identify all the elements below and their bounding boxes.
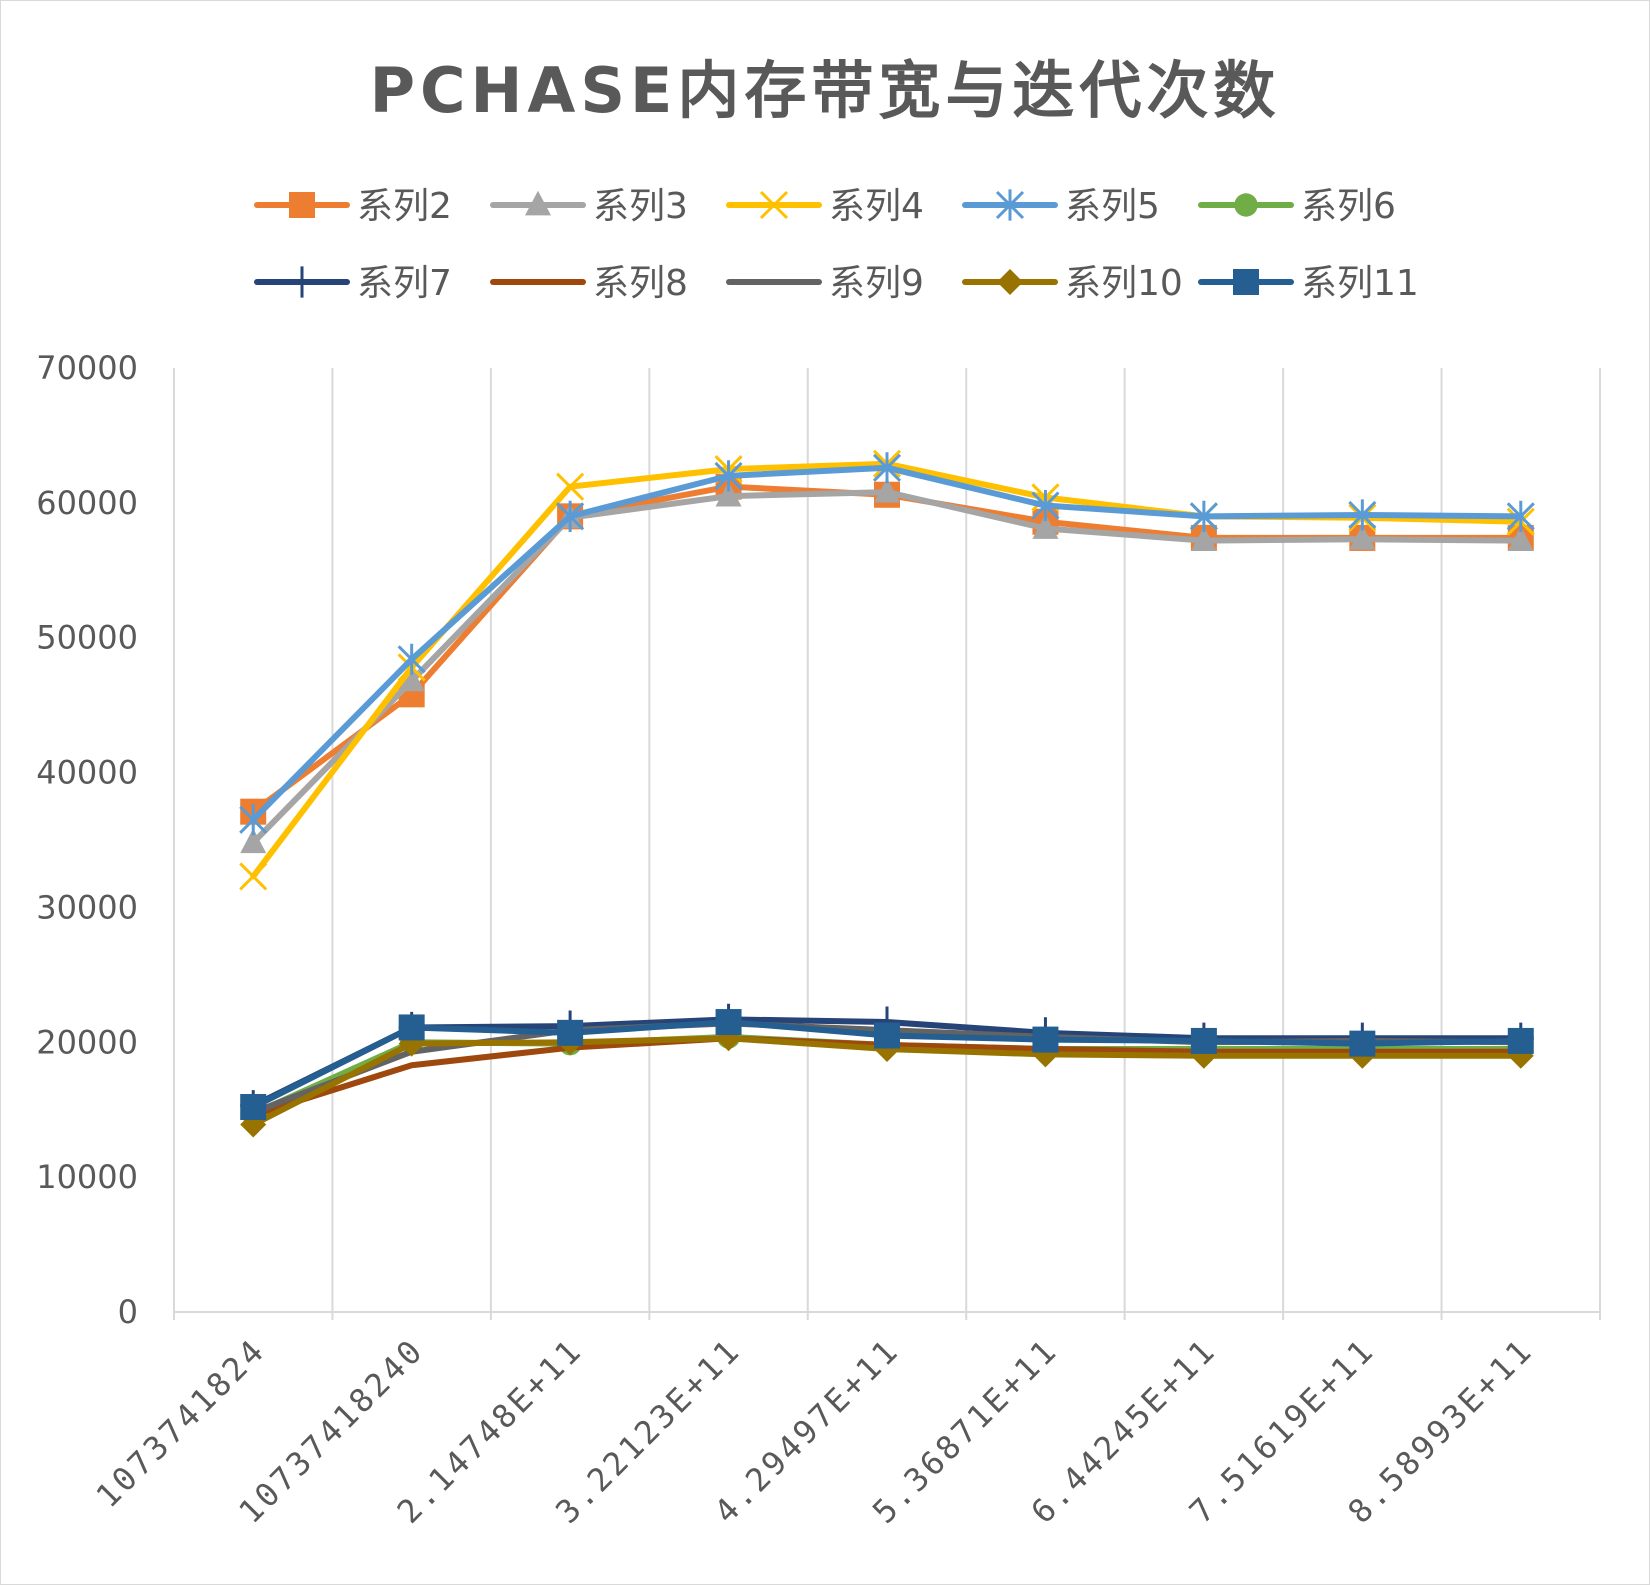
legend-label: 系列2 bbox=[357, 186, 452, 227]
marker-circle bbox=[1234, 193, 1258, 217]
series-1 bbox=[240, 473, 1534, 825]
marker-triangle bbox=[1507, 526, 1534, 552]
y-tick-label: 60000 bbox=[36, 484, 138, 522]
legend-item: 系列11 bbox=[1198, 263, 1419, 304]
gridlines bbox=[173, 368, 1601, 1312]
marker-triangle bbox=[1349, 524, 1376, 550]
marker-x bbox=[759, 190, 789, 220]
legend-item: 系列10 bbox=[962, 263, 1183, 304]
marker-diamond bbox=[997, 269, 1023, 295]
marker-square bbox=[1349, 1030, 1376, 1057]
legend-label: 系列6 bbox=[1301, 186, 1396, 227]
marker-square bbox=[1032, 1026, 1059, 1053]
marker-x bbox=[556, 472, 585, 501]
legend-item: 系列5 bbox=[962, 186, 1160, 227]
y-tick-label: 40000 bbox=[36, 754, 138, 792]
series-line bbox=[250, 489, 1524, 846]
marker-square bbox=[240, 1094, 267, 1121]
legend-label: 系列5 bbox=[1065, 186, 1160, 227]
marker-square bbox=[398, 1014, 425, 1041]
marker-triangle bbox=[715, 481, 742, 507]
marker-asterisk bbox=[1031, 489, 1060, 522]
marker-triangle bbox=[1032, 514, 1059, 539]
legend-item: 系列3 bbox=[490, 186, 688, 227]
marker-triangle bbox=[1190, 526, 1217, 552]
marker-asterisk bbox=[1506, 500, 1535, 532]
marker-x bbox=[239, 862, 268, 891]
marker-asterisk bbox=[397, 643, 426, 675]
legend-item: 系列2 bbox=[254, 186, 452, 227]
marker-triangle bbox=[525, 190, 551, 216]
x-tick-label: 1073741824 bbox=[89, 1331, 273, 1515]
legend-item: 系列9 bbox=[726, 263, 924, 304]
marker-asterisk bbox=[239, 804, 268, 836]
marker-asterisk bbox=[995, 189, 1025, 221]
y-tick-label: 10000 bbox=[36, 1158, 138, 1196]
y-tick-label: 0 bbox=[118, 1293, 138, 1331]
marker-square bbox=[1190, 1027, 1217, 1054]
series-2 bbox=[240, 477, 1534, 854]
y-tick-label: 30000 bbox=[36, 888, 138, 926]
y-tick-label: 20000 bbox=[36, 1023, 138, 1061]
legend-item: 系列6 bbox=[1198, 186, 1396, 227]
marker-asterisk bbox=[1189, 500, 1218, 532]
legend-label: 系列10 bbox=[1065, 263, 1183, 304]
marker-triangle bbox=[398, 666, 425, 692]
marker-plus bbox=[289, 266, 315, 298]
marker-square bbox=[874, 1022, 900, 1049]
marker-square bbox=[1233, 269, 1259, 295]
marker-asterisk bbox=[872, 452, 902, 484]
series-4 bbox=[239, 452, 1535, 836]
legend-label: 系列9 bbox=[829, 263, 924, 304]
marker-triangle bbox=[240, 828, 267, 854]
series-10 bbox=[240, 1009, 1534, 1121]
marker-asterisk bbox=[556, 500, 585, 532]
legend-item: 系列8 bbox=[490, 263, 688, 304]
legend-label: 系列7 bbox=[357, 263, 452, 304]
marker-square bbox=[715, 1009, 742, 1036]
legend-label: 系列3 bbox=[593, 186, 688, 227]
marker-square bbox=[289, 192, 315, 218]
legend-item: 系列7 bbox=[254, 263, 452, 304]
marker-asterisk bbox=[1348, 499, 1377, 531]
legend-label: 系列8 bbox=[593, 263, 688, 304]
series-line bbox=[250, 460, 1524, 880]
legend-item: 系列4 bbox=[726, 186, 924, 227]
marker-asterisk bbox=[714, 460, 743, 492]
series-line bbox=[250, 464, 1524, 823]
marker-square bbox=[1507, 1027, 1534, 1054]
marker-square bbox=[557, 1019, 584, 1046]
legend-label: 系列4 bbox=[829, 186, 924, 227]
chart-title: PCHASE内存带宽与迭代次数 bbox=[369, 54, 1281, 127]
y-tick-label: 50000 bbox=[36, 619, 138, 657]
y-tick-label: 70000 bbox=[36, 349, 138, 387]
legend-label: 系列11 bbox=[1301, 263, 1419, 304]
marker-triangle bbox=[874, 477, 900, 503]
